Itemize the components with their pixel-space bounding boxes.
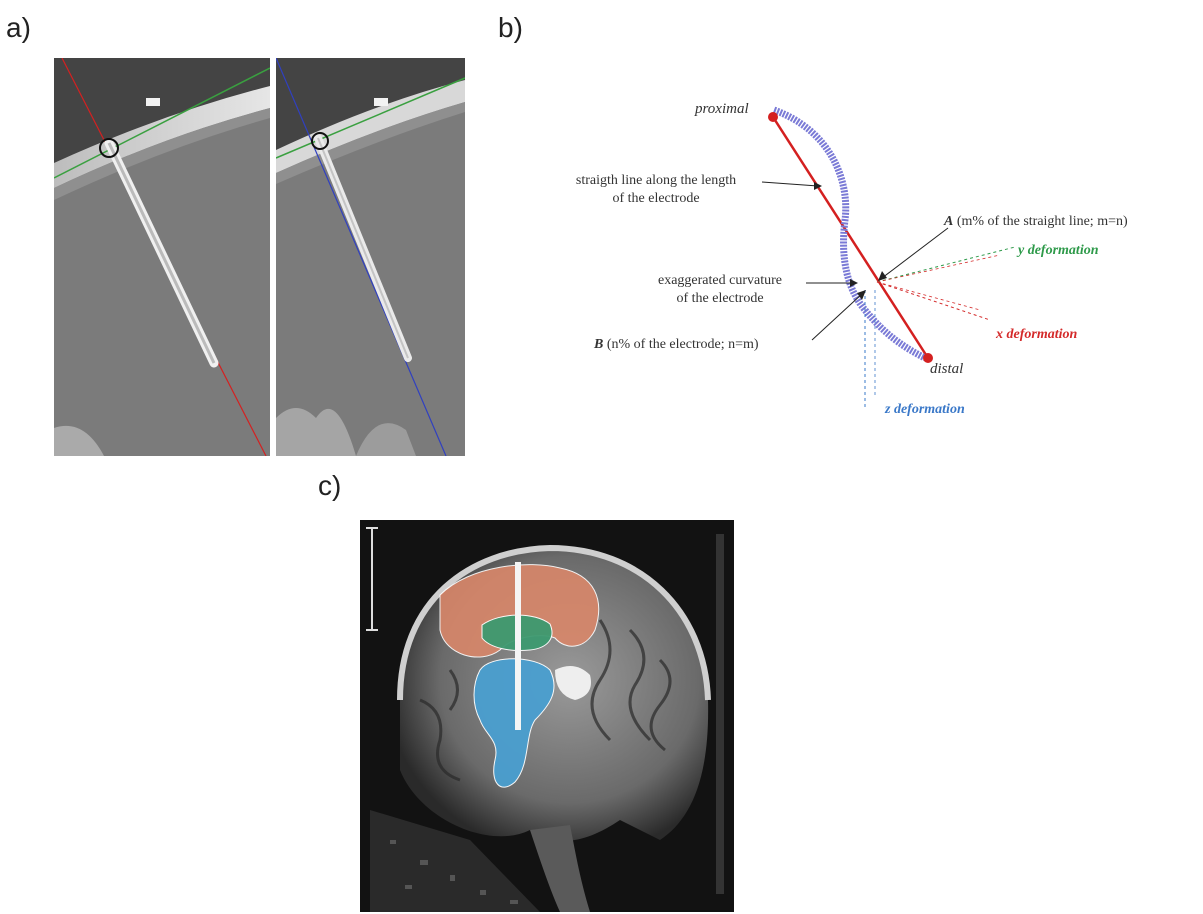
- straight-line: [771, 116, 930, 359]
- curvature-label-line2: of the electrode: [676, 291, 764, 306]
- segment-blue: [473, 658, 555, 788]
- electrode-curve: [772, 106, 927, 362]
- point-a-text: (m% of the straight line; m=n): [956, 214, 1128, 229]
- proximal-point: [768, 112, 778, 122]
- straight-line-label: straigth line along the length of the el…: [548, 172, 764, 208]
- straight-line-label-line1: straigth line along the length: [575, 173, 737, 188]
- curvature-label: exaggerated curvature of the electrode: [630, 272, 810, 308]
- point-b-label: B (n% of the electrode; n=m): [594, 336, 759, 354]
- panel-a-label: a): [6, 12, 31, 43]
- distal-point: [923, 353, 933, 363]
- curvature-label-line1: exaggerated curvature: [658, 273, 782, 288]
- point-b-letter: B: [594, 337, 604, 352]
- panel-b-label: b): [498, 12, 523, 43]
- x-deformation-label: x deformation: [996, 327, 1078, 342]
- ct-image-left: [54, 58, 270, 456]
- point-a-letter: A: [944, 214, 954, 229]
- panel-c-label: c): [318, 470, 342, 501]
- mri-image: [360, 520, 734, 912]
- z-deformation-label: z deformation: [885, 402, 965, 417]
- y-deformation-label: y deformation: [1018, 243, 1099, 258]
- proximal-label: proximal: [695, 101, 749, 117]
- distal-label: distal: [930, 361, 964, 377]
- ct-image-right: [276, 58, 465, 456]
- straight-line-label-line2: of the electrode: [612, 191, 700, 206]
- point-a-label: A (m% of the straight line; m=n): [944, 213, 1128, 231]
- point-b-text: (n% of the electrode; n=m): [606, 337, 759, 352]
- deformation-diagram: [761, 106, 1016, 408]
